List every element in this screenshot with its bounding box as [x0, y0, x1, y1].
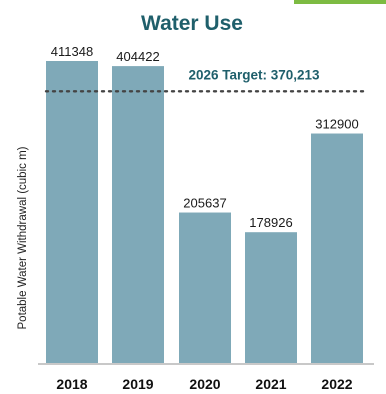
value-label-2020: 205637 — [183, 196, 226, 211]
category-labels-group: 2018 2019 2020 2021 2022 — [56, 376, 352, 392]
bar-2019 — [112, 66, 164, 364]
bar-2018 — [46, 61, 98, 364]
value-label-2022: 312900 — [315, 117, 358, 132]
value-label-2021: 178926 — [249, 215, 292, 230]
category-label-2021: 2021 — [255, 376, 286, 392]
bar-2022 — [311, 133, 363, 364]
target-label: 2026 Target: 370,213 — [188, 67, 320, 82]
category-label-2018: 2018 — [56, 376, 87, 392]
y-axis-label: Potable Water Withdrawal (cubic m) — [17, 146, 29, 329]
value-label-2018: 411348 — [51, 44, 93, 59]
bar-2021 — [245, 232, 297, 364]
category-label-2019: 2019 — [122, 376, 153, 392]
bar-2020 — [179, 212, 231, 364]
category-label-2020: 2020 — [189, 376, 220, 392]
value-label-2019: 404422 — [116, 49, 159, 64]
category-label-2022: 2022 — [321, 376, 352, 392]
chart-title: Water Use — [141, 12, 243, 35]
corner-accent-bar — [294, 0, 386, 4]
value-labels-group: 411348 404422 205637 178926 312900 — [51, 44, 359, 230]
bars-group — [46, 61, 363, 364]
